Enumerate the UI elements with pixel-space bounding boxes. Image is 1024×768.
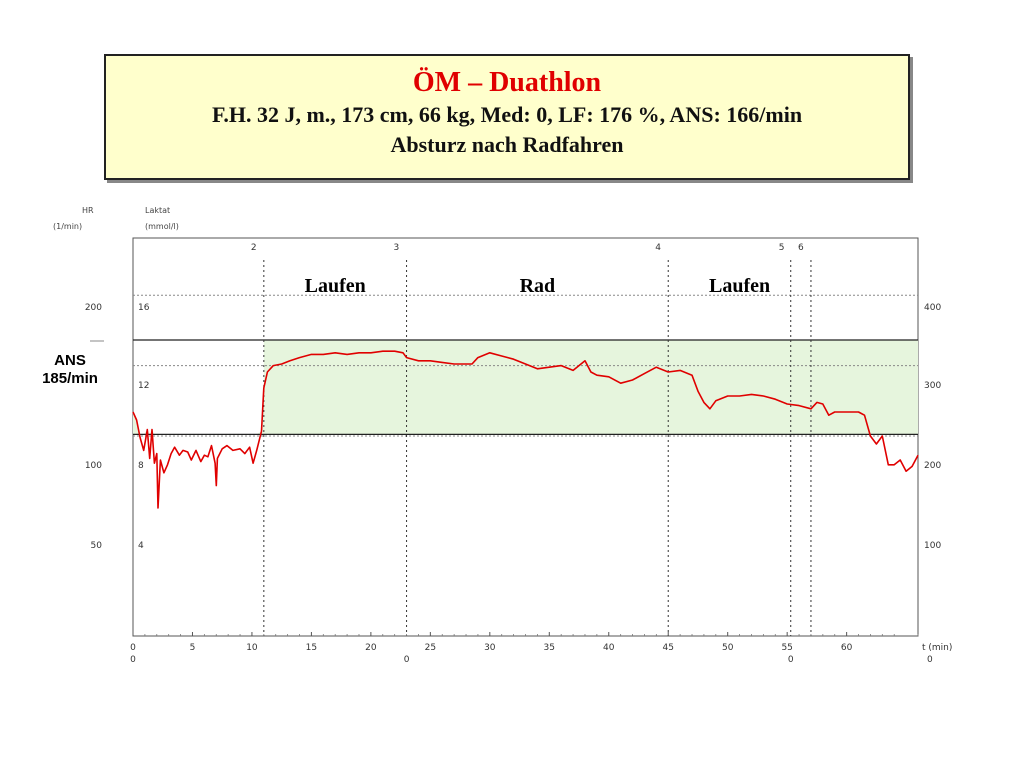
x-second-row-0: 0 [130,655,136,665]
x-second-row-1: 0 [404,655,410,665]
x-tick-0: 0 [130,643,136,653]
x-tick-5: 5 [190,643,196,653]
x-tick-10: 10 [246,643,258,653]
x-tick-45: 45 [663,643,674,653]
x-tick-20: 20 [365,643,377,653]
hr-tick-100: 100 [85,461,102,471]
hr-axis-unit: (1/min) [53,222,82,231]
marker-label-6: 6 [798,243,804,253]
x-tick-25: 25 [425,643,436,653]
x-tick-30: 30 [484,643,496,653]
hr-tick-50: 50 [91,541,103,551]
right-tick-400: 400 [924,303,941,313]
lactate-tick-4: 4 [138,541,144,551]
heart-rate-line [132,350,919,509]
marker-label-5: 5 [779,243,785,253]
segment-label-2: Laufen [709,275,770,297]
lactate-tick-16: 16 [138,303,150,313]
x-second-row-2: 0 [788,655,794,665]
hr-axis-title: HR [82,206,94,215]
lactate-tick-8: 8 [138,461,144,471]
segment-label-0: Laufen [305,275,366,297]
lower-zone-fill [133,351,918,435]
right-tick-300: 300 [924,381,941,391]
marker-label-3: 3 [394,243,400,253]
right-tick-100: 100 [924,541,941,551]
ans-threshold-label: ANS 185/min [30,352,110,388]
chart-title: ÖM – Duathlon [412,67,602,98]
title-box: ÖM – Duathlon F.H. 32 J, m., 173 cm, 66 … [104,54,910,180]
ans-label-value: 185/min [42,370,98,387]
lactate-tick-12: 12 [138,381,149,391]
x-tick-15: 15 [306,643,317,653]
x-tick-35: 35 [544,643,555,653]
lactate-axis-title: Laktat [145,206,170,215]
x-axis-label: t (min) [922,643,952,653]
x-second-row-3: 0 [927,655,933,665]
x-tick-40: 40 [603,643,615,653]
x-tick-60: 60 [841,643,853,653]
marker-label-2: 2 [251,243,257,253]
ans-label-title: ANS [54,352,86,369]
x-tick-55: 55 [781,643,792,653]
plot-area [132,237,919,637]
right-tick-200: 200 [924,461,941,471]
chart-subtitle-note: Absturz nach Radfahren [390,132,624,157]
chart-subtitle-details: F.H. 32 J, m., 173 cm, 66 kg, Med: 0, LF… [211,102,803,127]
segment-label-1: Rad [520,275,556,297]
lactate-axis-unit: (mmol/l) [145,222,179,231]
marker-label-4: 4 [655,243,661,253]
hr-tick-200: 200 [85,303,102,313]
x-tick-50: 50 [722,643,734,653]
